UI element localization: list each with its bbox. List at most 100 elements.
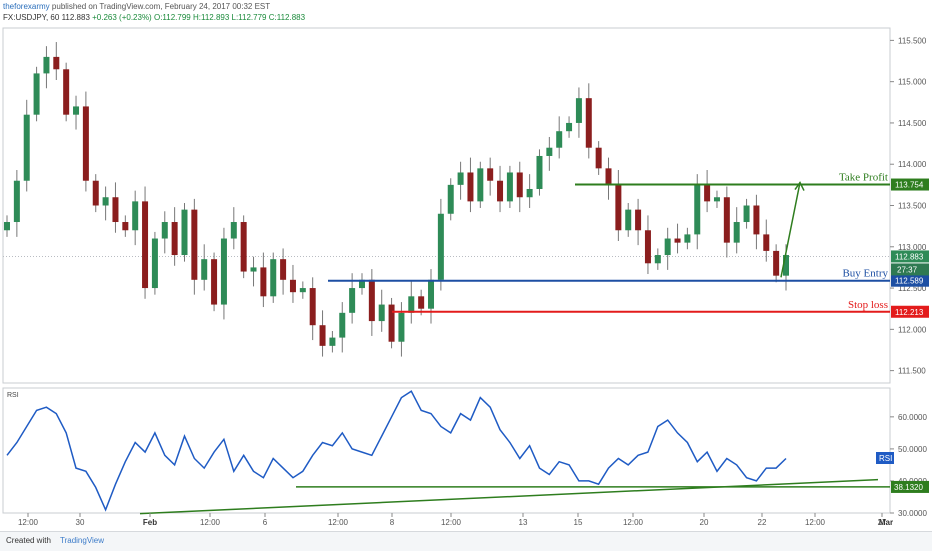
candle-body (339, 312, 346, 338)
rsi-trendline (139, 478, 879, 515)
level-tag-label: 113.754 (895, 181, 924, 190)
author-link[interactable]: theforexarmy (3, 2, 50, 11)
candle-body (289, 279, 296, 293)
price-tick-label: 115.500 (898, 36, 927, 45)
candle-body (122, 222, 129, 231)
rsi-level-label: 38.1320 (894, 483, 923, 492)
candle-body (280, 259, 287, 280)
footer-bar: Created with TradingView (0, 531, 932, 551)
candle-body (763, 234, 770, 251)
candle-body (132, 201, 139, 231)
level-name: Take Profit (839, 172, 888, 184)
x-tick-label: 30 (76, 518, 85, 527)
candle-body (457, 172, 464, 185)
publish-line: theforexarmy published on TradingView.co… (3, 1, 270, 12)
candle-body (566, 122, 573, 132)
price-tick-label: 113.500 (898, 202, 927, 211)
price-tick-label: 112.000 (898, 325, 927, 334)
rsi-pane (2, 387, 891, 514)
candle-body (378, 304, 385, 322)
x-tick-label: 12:00 (805, 518, 826, 527)
price-chart[interactable]: 115.500 115.000 114.500 114.000 113.500 113.0… (0, 0, 932, 532)
rsi-badge (876, 452, 894, 464)
candle-body (575, 98, 582, 123)
candle-body (191, 209, 198, 280)
x-tick-label: Feb (143, 518, 157, 527)
candle-body (309, 288, 316, 326)
candle-body (398, 312, 405, 342)
countdown-label: 27:37 (897, 265, 918, 274)
candle-body (428, 279, 435, 309)
candle-body (33, 73, 40, 115)
candle-body (684, 234, 691, 243)
x-tick-label: 15 (574, 518, 583, 527)
candle-body (516, 172, 523, 198)
ohlc-values: O:112.799 H:112.893 L:112.779 C:112.883 (153, 13, 306, 22)
symbol-line: FX:USDJPY, 60 112.883 +0.263 (+0.23%) O:… (3, 12, 305, 23)
candle-body (319, 325, 326, 346)
created-with-text: Created with (6, 536, 51, 545)
candle-body (250, 267, 257, 272)
candle-body (161, 222, 168, 239)
candle-body (112, 197, 119, 223)
candle-body (388, 304, 395, 342)
x-tick-label: 12:00 (18, 518, 39, 527)
candle-body (546, 147, 553, 156)
x-tick-label: 12:00 (623, 518, 644, 527)
level-tag-label: 112.589 (895, 277, 924, 286)
candle-body (82, 106, 89, 181)
candle-body (211, 259, 218, 305)
x-tick-label: 12:00 (200, 518, 221, 527)
candle-body (368, 279, 375, 322)
candle-body (644, 230, 651, 264)
candle-body (506, 172, 513, 202)
candle-body (487, 168, 494, 181)
candle-body (270, 259, 277, 297)
candle-body (635, 209, 642, 231)
rsi-tick-label: 30.0000 (898, 509, 927, 518)
candle-body (585, 98, 592, 148)
countdown-tag (891, 263, 929, 276)
target-arrow (780, 182, 801, 278)
candle-body (408, 296, 415, 313)
x-tick-label: 8 (390, 518, 395, 527)
x-tick-label: 6 (263, 518, 268, 527)
candle-body (694, 184, 701, 235)
candle-body (171, 222, 178, 256)
arrow-head-icon (794, 181, 805, 191)
candle-body (220, 238, 227, 305)
candle-body (43, 56, 50, 74)
price-tag-label: 112.883 (895, 252, 924, 261)
candle-body (723, 197, 730, 243)
candle-body (743, 205, 750, 223)
candle-body (447, 184, 454, 214)
candle-body (704, 184, 711, 202)
candle-body (181, 209, 188, 256)
tradingview-logo[interactable]: TradingView (60, 536, 105, 545)
publish-info: published on TradingView.com, February 2… (51, 2, 271, 11)
candle-body (605, 168, 612, 185)
candle-body (13, 180, 20, 223)
level-name: Buy Entry (842, 268, 888, 280)
level-tag-label: 112.213 (895, 308, 924, 317)
candle-body (349, 288, 356, 313)
candle-body (536, 155, 543, 189)
symbol-label: FX:USDJPY, 60 (3, 13, 60, 22)
x-tick-label: 12:00 (328, 518, 349, 527)
candle-body (23, 114, 30, 181)
x-tick-label: 12:00 (441, 518, 462, 527)
candle-body (201, 259, 208, 280)
candle-body (664, 238, 671, 256)
candle-body (151, 238, 158, 289)
rsi-badge-label: RSI (879, 454, 892, 463)
candle-body (73, 106, 80, 115)
candle-body (477, 168, 484, 202)
candle-body (53, 56, 60, 70)
candle-body (733, 222, 740, 243)
candle-body (299, 288, 306, 293)
candle-body (713, 197, 720, 202)
x-tick-label: 22 (758, 518, 767, 527)
level-tag (891, 274, 929, 287)
candle-body (260, 267, 267, 297)
price-tick-label: 112.500 (898, 284, 927, 293)
